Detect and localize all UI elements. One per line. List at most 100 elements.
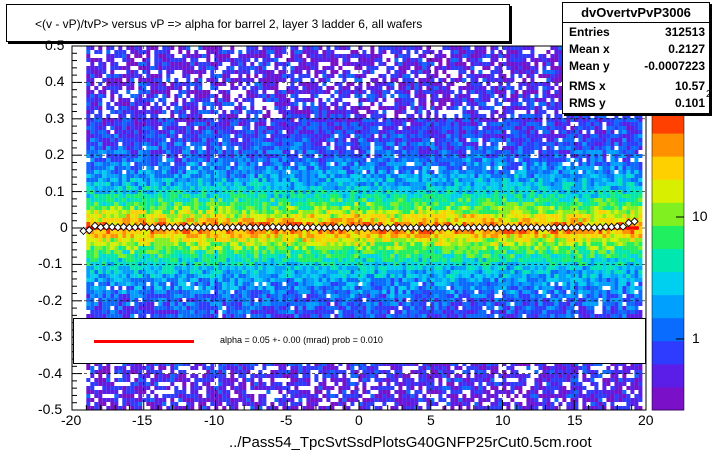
heatmap-cell — [270, 262, 275, 266]
heatmap-cell — [94, 166, 99, 170]
heatmap-cell — [258, 406, 263, 410]
heatmap-cell — [302, 90, 307, 94]
heatmap-cell — [122, 274, 127, 278]
heatmap-cell — [294, 374, 299, 378]
heatmap-cell — [178, 362, 183, 366]
heatmap-cell — [222, 198, 227, 202]
heatmap-cell — [262, 190, 267, 194]
heatmap-cell — [302, 66, 307, 70]
heatmap-cell — [150, 154, 155, 158]
heatmap-cell — [194, 278, 199, 282]
heatmap-cell — [186, 178, 191, 182]
heatmap-cell — [282, 250, 287, 254]
heatmap-cell — [146, 290, 151, 294]
heatmap-cell — [162, 362, 167, 366]
heatmap-cell — [238, 362, 243, 366]
heatmap-cell — [278, 182, 283, 186]
heatmap-cell — [102, 170, 107, 174]
heatmap-cell — [226, 194, 231, 198]
heatmap-cell — [290, 270, 295, 274]
heatmap-cell — [90, 366, 95, 370]
heatmap-cell — [282, 118, 287, 122]
heatmap-cell — [134, 118, 139, 122]
heatmap-cell — [254, 186, 259, 190]
heatmap-cell — [226, 258, 231, 262]
heatmap-cell — [322, 270, 327, 274]
heatmap-cell — [110, 234, 115, 238]
heatmap-cell — [114, 78, 119, 82]
heatmap-cell — [282, 190, 287, 194]
heatmap-cell — [254, 206, 259, 210]
heatmap-cell — [294, 230, 299, 234]
heatmap-cell — [198, 110, 203, 114]
heatmap-cell — [310, 150, 315, 154]
heatmap-cell — [182, 142, 187, 146]
heatmap-cell — [234, 178, 239, 182]
heatmap-cell — [334, 258, 339, 262]
heatmap-cell — [122, 74, 127, 78]
heatmap-cell — [146, 178, 151, 182]
heatmap-cell — [254, 58, 259, 62]
heatmap-cell — [310, 214, 315, 218]
heatmap-cell — [290, 170, 295, 174]
heatmap-cell — [270, 210, 275, 214]
heatmap-cell — [262, 222, 267, 226]
heatmap-cell — [198, 158, 203, 162]
heatmap-cell — [250, 106, 255, 110]
heatmap-cell — [134, 290, 139, 294]
heatmap-cell — [134, 110, 139, 114]
heatmap-cell — [318, 178, 323, 182]
heatmap-cell — [206, 102, 211, 106]
heatmap-cell — [290, 242, 295, 246]
heatmap-cell — [106, 242, 111, 246]
heatmap-cell — [266, 114, 271, 118]
heatmap-cell — [238, 242, 243, 246]
heatmap-cell — [282, 242, 287, 246]
heatmap-cell — [138, 90, 143, 94]
heatmap-cell — [98, 98, 103, 102]
heatmap-cell — [126, 402, 131, 406]
heatmap-cell — [162, 82, 167, 86]
heatmap-cell — [110, 310, 115, 314]
heatmap-cell — [182, 254, 187, 258]
heatmap-cell — [246, 150, 251, 154]
heatmap-cell — [110, 138, 115, 142]
heatmap-cell — [202, 194, 207, 198]
heatmap-cell — [142, 246, 147, 250]
heatmap-cell — [194, 382, 199, 386]
heatmap-cell — [298, 362, 303, 366]
heatmap-cell — [210, 246, 215, 250]
heatmap-cell — [90, 190, 95, 194]
heatmap-cell — [114, 254, 119, 258]
heatmap-cell — [154, 378, 159, 382]
heatmap-cell — [214, 198, 219, 202]
heatmap-cell — [194, 294, 199, 298]
heatmap-cell — [118, 266, 123, 270]
heatmap-cell — [122, 302, 127, 306]
heatmap-cell — [182, 306, 187, 310]
heatmap-cell — [322, 122, 327, 126]
heatmap-cell — [330, 122, 335, 126]
heatmap-cell — [270, 174, 275, 178]
heatmap-cell — [190, 114, 195, 118]
heatmap-cell — [174, 258, 179, 262]
heatmap-cell — [114, 298, 119, 302]
heatmap-cell — [214, 66, 219, 70]
heatmap-cell — [166, 246, 171, 250]
heatmap-cell — [138, 258, 143, 262]
heatmap-cell — [86, 206, 91, 210]
heatmap-cell — [186, 222, 191, 226]
heatmap-cell — [258, 62, 263, 66]
heatmap-cell — [282, 406, 287, 410]
heatmap-cell — [286, 362, 291, 366]
heatmap-cell — [122, 178, 127, 182]
heatmap-cell — [142, 174, 147, 178]
heatmap-cell — [298, 366, 303, 370]
heatmap-cell — [134, 234, 139, 238]
heatmap-cell — [238, 298, 243, 302]
heatmap-cell — [238, 150, 243, 154]
heatmap-cell — [222, 186, 227, 190]
heatmap-cell — [222, 406, 227, 410]
heatmap-cell — [202, 274, 207, 278]
heatmap-cell — [282, 102, 287, 106]
